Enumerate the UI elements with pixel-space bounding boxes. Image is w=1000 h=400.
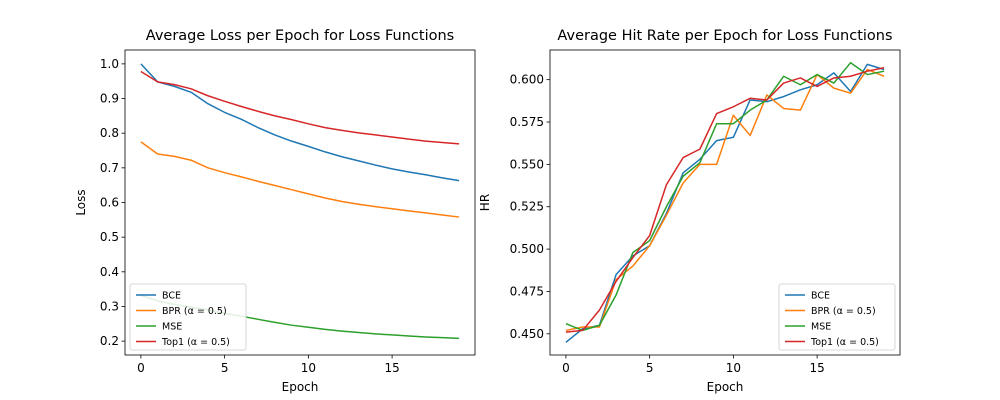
- legend: BCE BPR (α = 0.5) MSE Top1 (α = 0.5): [129, 283, 247, 351]
- legend-box: [778, 283, 896, 351]
- legend-entry: Top1 (α = 0.5): [810, 337, 879, 348]
- y-tick-label: 0.575: [510, 115, 544, 129]
- legend-entry: MSE: [811, 322, 831, 333]
- y-tick-label: 0.525: [510, 200, 544, 214]
- series-line-3: [140, 70, 460, 145]
- series-line-1: [140, 141, 460, 218]
- x-tick-label: 15: [809, 361, 824, 375]
- y-tick-label: 0.6: [100, 196, 119, 210]
- y-tick-label: 0.9: [100, 92, 119, 106]
- y-tick-label: 1.0: [100, 57, 119, 71]
- series-line-2: [565, 61, 885, 332]
- legend: BCE BPR (α = 0.5) MSE Top1 (α = 0.5): [778, 283, 896, 351]
- series-line-3: [565, 67, 885, 333]
- y-axis-label: HR: [478, 194, 492, 211]
- y-tick-label: 0.500: [510, 242, 544, 256]
- y-tick-label: 0.2: [100, 334, 119, 348]
- loss-chart: Average Loss per Epoch for Loss Function…: [74, 28, 476, 394]
- legend-entry: BPR (α = 0.5): [162, 306, 227, 317]
- x-tick-label: 10: [726, 361, 741, 375]
- legend-entry: BCE: [162, 291, 181, 302]
- chart-title: Average Hit Rate per Epoch for Loss Func…: [557, 28, 892, 44]
- x-axis-label: Epoch: [707, 380, 744, 394]
- x-tick-label: 5: [646, 361, 654, 375]
- y-tick-label: 0.600: [510, 73, 544, 87]
- y-tick-label: 0.7: [100, 161, 119, 175]
- y-tick-label: 0.550: [510, 157, 544, 171]
- y-tick-label: 0.3: [100, 299, 119, 313]
- y-tick-label: 0.8: [100, 126, 119, 140]
- y-tick-label: 0.5: [100, 230, 119, 244]
- y-tick-label: 0.450: [510, 327, 544, 341]
- x-tick-label: 15: [384, 361, 399, 375]
- chart-title: Average Loss per Epoch for Loss Function…: [146, 28, 454, 44]
- x-tick-label: 5: [221, 361, 229, 375]
- hit-rate-chart: Average Hit Rate per Epoch for Loss Func…: [478, 28, 901, 394]
- series-line-0: [140, 63, 460, 182]
- legend-entry: MSE: [162, 322, 182, 333]
- x-axis-label: Epoch: [282, 380, 319, 394]
- legend-entry: BPR (α = 0.5): [811, 306, 876, 317]
- y-tick-label: 0.475: [510, 284, 544, 298]
- y-axis-label: Loss: [74, 189, 88, 215]
- plot-frame: [549, 49, 901, 356]
- legend-entry: Top1 (α = 0.5): [161, 337, 230, 348]
- y-tick-label: 0.4: [100, 265, 119, 279]
- x-tick-label: 0: [137, 361, 145, 375]
- x-tick-label: 10: [301, 361, 316, 375]
- legend-box: [129, 283, 247, 351]
- legend-entry: BCE: [811, 291, 830, 302]
- x-tick-label: 0: [562, 361, 570, 375]
